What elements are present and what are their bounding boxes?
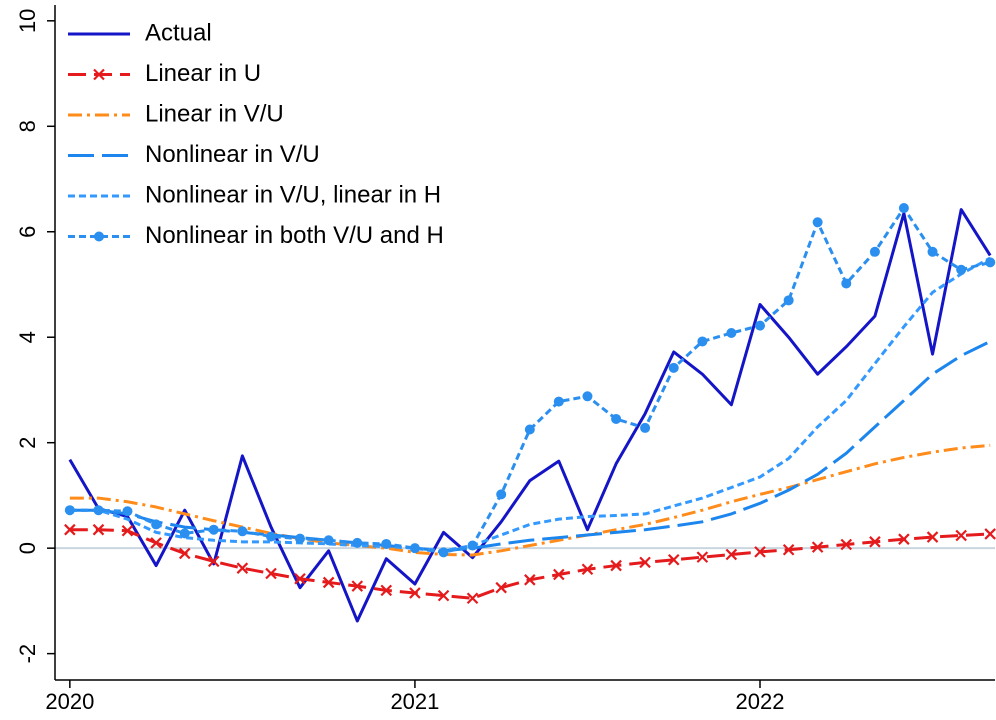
marker [898,533,910,545]
y-tick-label: 4 [15,331,40,343]
series [68,208,992,623]
legend-label: Actual [145,19,212,46]
y-tick-label: -2 [15,644,40,664]
marker [150,537,162,549]
marker [869,246,880,257]
marker [323,535,334,546]
marker [524,424,535,435]
marker [265,567,277,580]
y-tick-label: 10 [15,9,40,33]
legend-label: Nonlinear in V/U, linear in H [145,181,441,208]
marker [352,537,363,548]
series [69,443,991,557]
legend-label: Nonlinear in both V/U and H [145,222,444,249]
marker [812,217,823,228]
marker [668,362,679,373]
marker [178,547,191,560]
marker [294,572,306,585]
series [64,523,996,605]
marker [467,540,478,551]
marker [92,523,105,536]
line [69,443,991,557]
marker [610,559,622,572]
marker [841,278,852,289]
legend-label: Nonlinear in V/U [145,141,320,168]
marker [927,246,938,257]
marker [179,528,190,539]
series [64,203,996,558]
line [68,208,992,623]
y-tick-label: 8 [15,120,40,132]
marker [208,524,219,535]
legend-label: Linear in U [145,60,261,87]
marker [93,505,104,516]
y-tick-label: 0 [15,542,40,554]
legend: Actual Linear in U Linear in V/U Nonlinear … [68,19,444,249]
y-tick-label: 2 [15,437,40,449]
marker [754,546,766,558]
marker [122,506,133,517]
x-tick-label: 2021 [390,689,439,714]
legend-marker [94,231,104,242]
marker [840,538,853,551]
marker [437,589,450,602]
marker [553,396,564,407]
marker [381,538,392,549]
marker [380,584,393,597]
marker [639,556,651,569]
x-tick-label: 2022 [736,689,785,714]
marker [295,533,306,544]
marker [322,576,335,589]
marker [495,581,507,594]
marker [783,295,794,306]
marker [640,422,651,433]
legend-marker [93,68,105,81]
marker [581,563,594,576]
line [69,256,991,553]
marker [955,529,967,542]
marker [898,203,909,214]
marker [956,264,967,275]
marker [409,543,420,554]
marker [611,413,622,424]
legend-label: Linear in V/U [145,100,284,127]
marker [667,553,680,566]
marker [121,524,134,537]
x-tick-label: 2020 [45,689,94,714]
line [69,206,991,554]
marker [466,592,479,605]
marker [207,555,220,568]
marker [984,528,996,540]
marker [782,543,795,556]
marker [236,562,249,574]
series [69,256,991,553]
marker [926,531,939,543]
marker [151,519,162,530]
marker [985,257,996,268]
marker [409,587,421,599]
marker [696,551,709,563]
marker [697,336,708,347]
marker [553,568,565,581]
y-tick-label: 6 [15,226,40,238]
marker [237,526,248,537]
marker [64,505,75,516]
marker [438,547,449,558]
marker [496,489,507,500]
marker [725,548,738,561]
marker [524,574,536,586]
marker [869,536,881,548]
marker [726,328,737,339]
marker [266,531,277,542]
marker [64,523,76,536]
marker [755,320,765,331]
marker [811,541,824,553]
marker [351,580,364,592]
marker [582,391,593,402]
